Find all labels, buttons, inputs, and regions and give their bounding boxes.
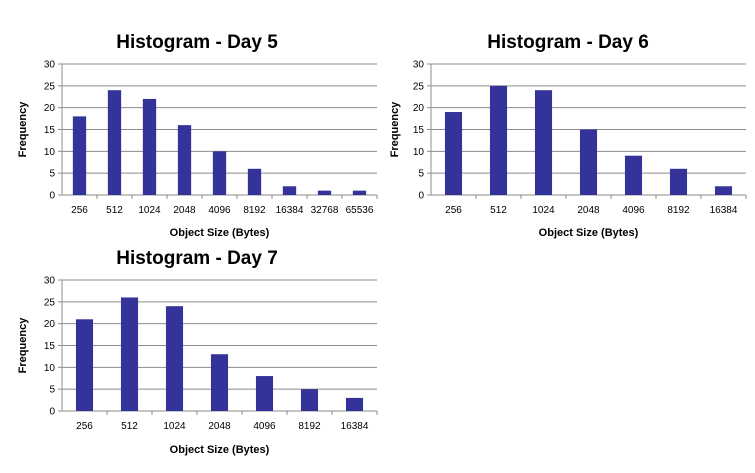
- bar-256: [444, 112, 463, 195]
- x-tick-label: 16384: [710, 205, 738, 216]
- chart-title: Histogram - Day 6: [487, 32, 649, 53]
- bar-32768: [317, 190, 332, 195]
- y-tick-label: 25: [44, 81, 56, 92]
- x-tick-label: 512: [106, 205, 123, 216]
- y-axis-label: Frequency: [17, 317, 29, 374]
- y-tick-label: 15: [413, 125, 425, 136]
- x-tick-label: 2048: [173, 205, 196, 216]
- x-tick-label: 2048: [208, 421, 231, 432]
- bar-512: [107, 90, 122, 195]
- bar-2048: [579, 129, 598, 195]
- x-tick-label: 8192: [243, 205, 266, 216]
- y-tick-label: 15: [44, 341, 56, 352]
- x-tick-label: 4096: [208, 205, 231, 216]
- x-axis-label: Object Size (Bytes): [170, 444, 270, 456]
- x-tick-label: 4096: [253, 421, 276, 432]
- y-axis-label: Frequency: [389, 101, 401, 158]
- chart-day6: Histogram - Day 6 0 5 10 15 20 25 30 256 512 1024 2…: [389, 32, 747, 239]
- x-tick-label: 65536: [346, 205, 374, 216]
- bar-512: [120, 297, 139, 411]
- bar-4096: [255, 376, 274, 411]
- x-tick-label: 1024: [138, 205, 161, 216]
- bar-1024: [534, 90, 553, 195]
- x-tick-label: 256: [445, 205, 462, 216]
- x-tick-label: 16384: [341, 421, 369, 432]
- y-tick-label: 15: [44, 125, 56, 136]
- y-tick-label: 30: [44, 276, 56, 287]
- x-tick-label: 8192: [667, 205, 690, 216]
- x-tick-label: 512: [121, 421, 138, 432]
- y-tick-label: 20: [44, 319, 56, 330]
- x-tick-label: 1024: [532, 205, 555, 216]
- x-tick-label: 1024: [163, 421, 186, 432]
- x-tick-label: 8192: [298, 421, 321, 432]
- bar-512: [489, 85, 508, 195]
- y-tick-label: 10: [44, 363, 56, 374]
- bar-8192: [300, 389, 319, 411]
- x-tick-label: 256: [71, 205, 88, 216]
- bar-256: [72, 116, 87, 195]
- y-tick-label: 20: [413, 103, 425, 114]
- y-tick-label: 0: [49, 407, 55, 418]
- chart-title: Histogram - Day 5: [116, 32, 278, 53]
- y-tick-label: 10: [44, 147, 56, 158]
- y-tick-label: 25: [44, 297, 56, 308]
- y-tick-label: 0: [49, 191, 55, 202]
- bar-8192: [669, 168, 688, 195]
- y-tick-label: 30: [44, 60, 56, 71]
- x-tick-label: 2048: [577, 205, 600, 216]
- bar-2048: [177, 125, 192, 195]
- bar-4096: [212, 151, 227, 195]
- x-tick-label: 16384: [276, 205, 304, 216]
- bar-4096: [624, 155, 643, 195]
- y-axis-label: Frequency: [17, 101, 29, 158]
- bar-16384: [282, 186, 297, 195]
- x-tick-label: 4096: [622, 205, 645, 216]
- bar-256: [75, 319, 94, 411]
- chart-day7: Histogram - Day 7 0 5 10 15 20 25 30 256 512 1024 2…: [17, 248, 378, 456]
- chart-title: Histogram - Day 7: [116, 248, 278, 269]
- y-tick-label: 25: [413, 81, 425, 92]
- x-tick-label: 256: [76, 421, 93, 432]
- bar-65536: [352, 190, 367, 195]
- y-tick-label: 5: [49, 169, 55, 180]
- y-tick-label: 10: [413, 147, 425, 158]
- bar-8192: [247, 168, 262, 195]
- y-tick-label: 30: [413, 60, 425, 71]
- bar-2048: [210, 354, 229, 411]
- y-tick-label: 0: [418, 191, 424, 202]
- x-axis-label: Object Size (Bytes): [539, 227, 639, 239]
- y-tick-label: 5: [49, 385, 55, 396]
- bar-1024: [142, 98, 157, 195]
- bar-16384: [345, 397, 364, 411]
- x-tick-label: 32768: [311, 205, 339, 216]
- x-axis-label: Object Size (Bytes): [170, 227, 270, 239]
- chart-day5: Histogram - Day 5 0 5 10 15 20 25 30 256 512 1024 2…: [17, 32, 378, 239]
- bar-16384: [714, 186, 733, 195]
- y-tick-label: 20: [44, 103, 56, 114]
- x-tick-label: 512: [490, 205, 507, 216]
- y-tick-label: 5: [418, 169, 424, 180]
- bar-1024: [165, 306, 184, 411]
